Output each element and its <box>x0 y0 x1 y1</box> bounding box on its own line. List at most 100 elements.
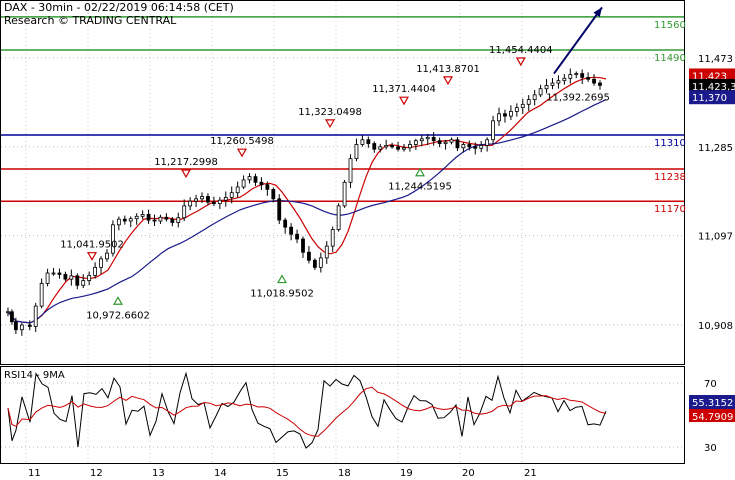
candle-body <box>354 144 359 160</box>
trough-label: 10,972.6602 <box>86 310 150 321</box>
candle-body <box>514 107 519 112</box>
rsi-badge <box>689 395 735 409</box>
peak-marker <box>324 119 336 129</box>
peak-marker <box>180 169 192 179</box>
y-tick-label: 11,285 <box>698 143 733 154</box>
x-tick-label: 21 <box>524 468 537 479</box>
peak-label: 11,217.2998 <box>154 157 218 168</box>
x-tick-label: 18 <box>338 468 351 479</box>
candle-body <box>574 73 579 75</box>
candle-body <box>372 143 377 150</box>
peak-label: 11,323.0498 <box>298 107 362 118</box>
candle-body <box>128 218 133 222</box>
candle-body <box>93 266 97 276</box>
candle-body <box>271 188 276 200</box>
x-tick-label: 15 <box>276 468 289 479</box>
candle-body <box>188 200 193 207</box>
candle-body <box>152 219 157 222</box>
candle-body <box>318 257 323 268</box>
x-tick-label: 19 <box>400 468 413 479</box>
price-annotations: 11560 11490 11310 11238 11170 11,041.9502 10,9… <box>60 20 686 321</box>
candle-body <box>378 146 383 150</box>
candle-body <box>419 138 424 142</box>
price-badge-label: 11,423,3 <box>692 82 735 93</box>
ma-long-line <box>7 99 607 324</box>
level-label: 11238 <box>654 172 686 183</box>
candle-body <box>473 146 478 149</box>
candle-body <box>580 73 585 78</box>
candle-body <box>461 144 466 149</box>
candle-body <box>39 283 44 307</box>
rsi-tick-label: 30 <box>704 443 717 454</box>
candle-body <box>63 274 68 280</box>
candle-body <box>307 251 311 261</box>
candle-body <box>348 158 353 183</box>
candle-body <box>532 94 537 100</box>
level-label: 11170 <box>654 204 686 215</box>
price-badge-label: 11,370 <box>692 93 727 104</box>
peak-marker <box>398 96 410 106</box>
peak-marker <box>442 76 454 86</box>
candle-body <box>366 139 371 144</box>
candle-body <box>259 181 264 186</box>
candle-body <box>69 275 74 280</box>
level-label: 11560 <box>654 20 686 31</box>
rsi-panel-label: RSI14 - 9MA <box>4 370 65 381</box>
candle-body <box>598 82 602 86</box>
candle-body <box>408 144 412 149</box>
candle-body <box>235 186 240 194</box>
candle-body <box>51 272 56 275</box>
forecast-arrow-line <box>553 6 603 75</box>
candle-body <box>336 205 341 230</box>
candle-body <box>19 324 24 331</box>
candle-body <box>592 78 596 84</box>
candle-body <box>140 214 145 217</box>
candle-body <box>13 321 18 331</box>
candle-body <box>229 192 234 198</box>
candle-body <box>105 252 109 260</box>
candle-body <box>134 215 139 220</box>
moving-averages <box>7 76 607 324</box>
candle-body <box>396 146 400 150</box>
candle-body <box>467 144 472 148</box>
rsi-ma-badge-label: 54.7909 <box>692 412 733 423</box>
candle-body <box>241 179 246 188</box>
rsi-plot-frame <box>0 366 685 464</box>
candle-body <box>312 259 317 268</box>
rsi-line <box>7 371 607 449</box>
candle-body <box>182 205 187 219</box>
candle-body <box>526 99 531 105</box>
candle-body <box>217 199 222 204</box>
candle-body <box>170 218 175 223</box>
candle-body <box>200 196 204 200</box>
x-tick-label: 13 <box>152 468 165 479</box>
x-tick-label: 14 <box>214 468 227 479</box>
candle-body <box>87 274 92 281</box>
candle-body <box>508 111 513 117</box>
candle-body <box>283 219 288 228</box>
y-tick-label: 10,908 <box>698 321 733 332</box>
forecast-arrow <box>553 6 603 75</box>
peak-marker <box>86 252 98 261</box>
candle-body <box>6 311 10 314</box>
trough-marker <box>112 296 124 305</box>
x-tick-label: 11 <box>28 468 41 479</box>
peak-marker <box>515 57 526 67</box>
trough-label: 11,018.9502 <box>250 289 314 300</box>
candle-body <box>324 245 329 259</box>
candle-body <box>479 145 484 149</box>
candle-body <box>111 224 115 254</box>
candle-body <box>289 226 294 235</box>
candle-body <box>206 196 210 203</box>
candle-body <box>33 305 38 327</box>
value-label: 11,392.2695 <box>546 92 610 103</box>
peak-label: 11,260.5498 <box>210 136 274 147</box>
candle-body <box>247 176 252 181</box>
candle-body <box>45 272 50 284</box>
x-tick-label: 20 <box>462 468 475 479</box>
rsi-ma-line <box>7 386 607 437</box>
candle-body <box>194 198 198 202</box>
chart-header-line2: Research © TRADING CENTRAL <box>4 14 177 27</box>
axes: 10,908 11,097 11,285 11,473 11 12 13 14 15 18 19 20… <box>28 54 735 479</box>
